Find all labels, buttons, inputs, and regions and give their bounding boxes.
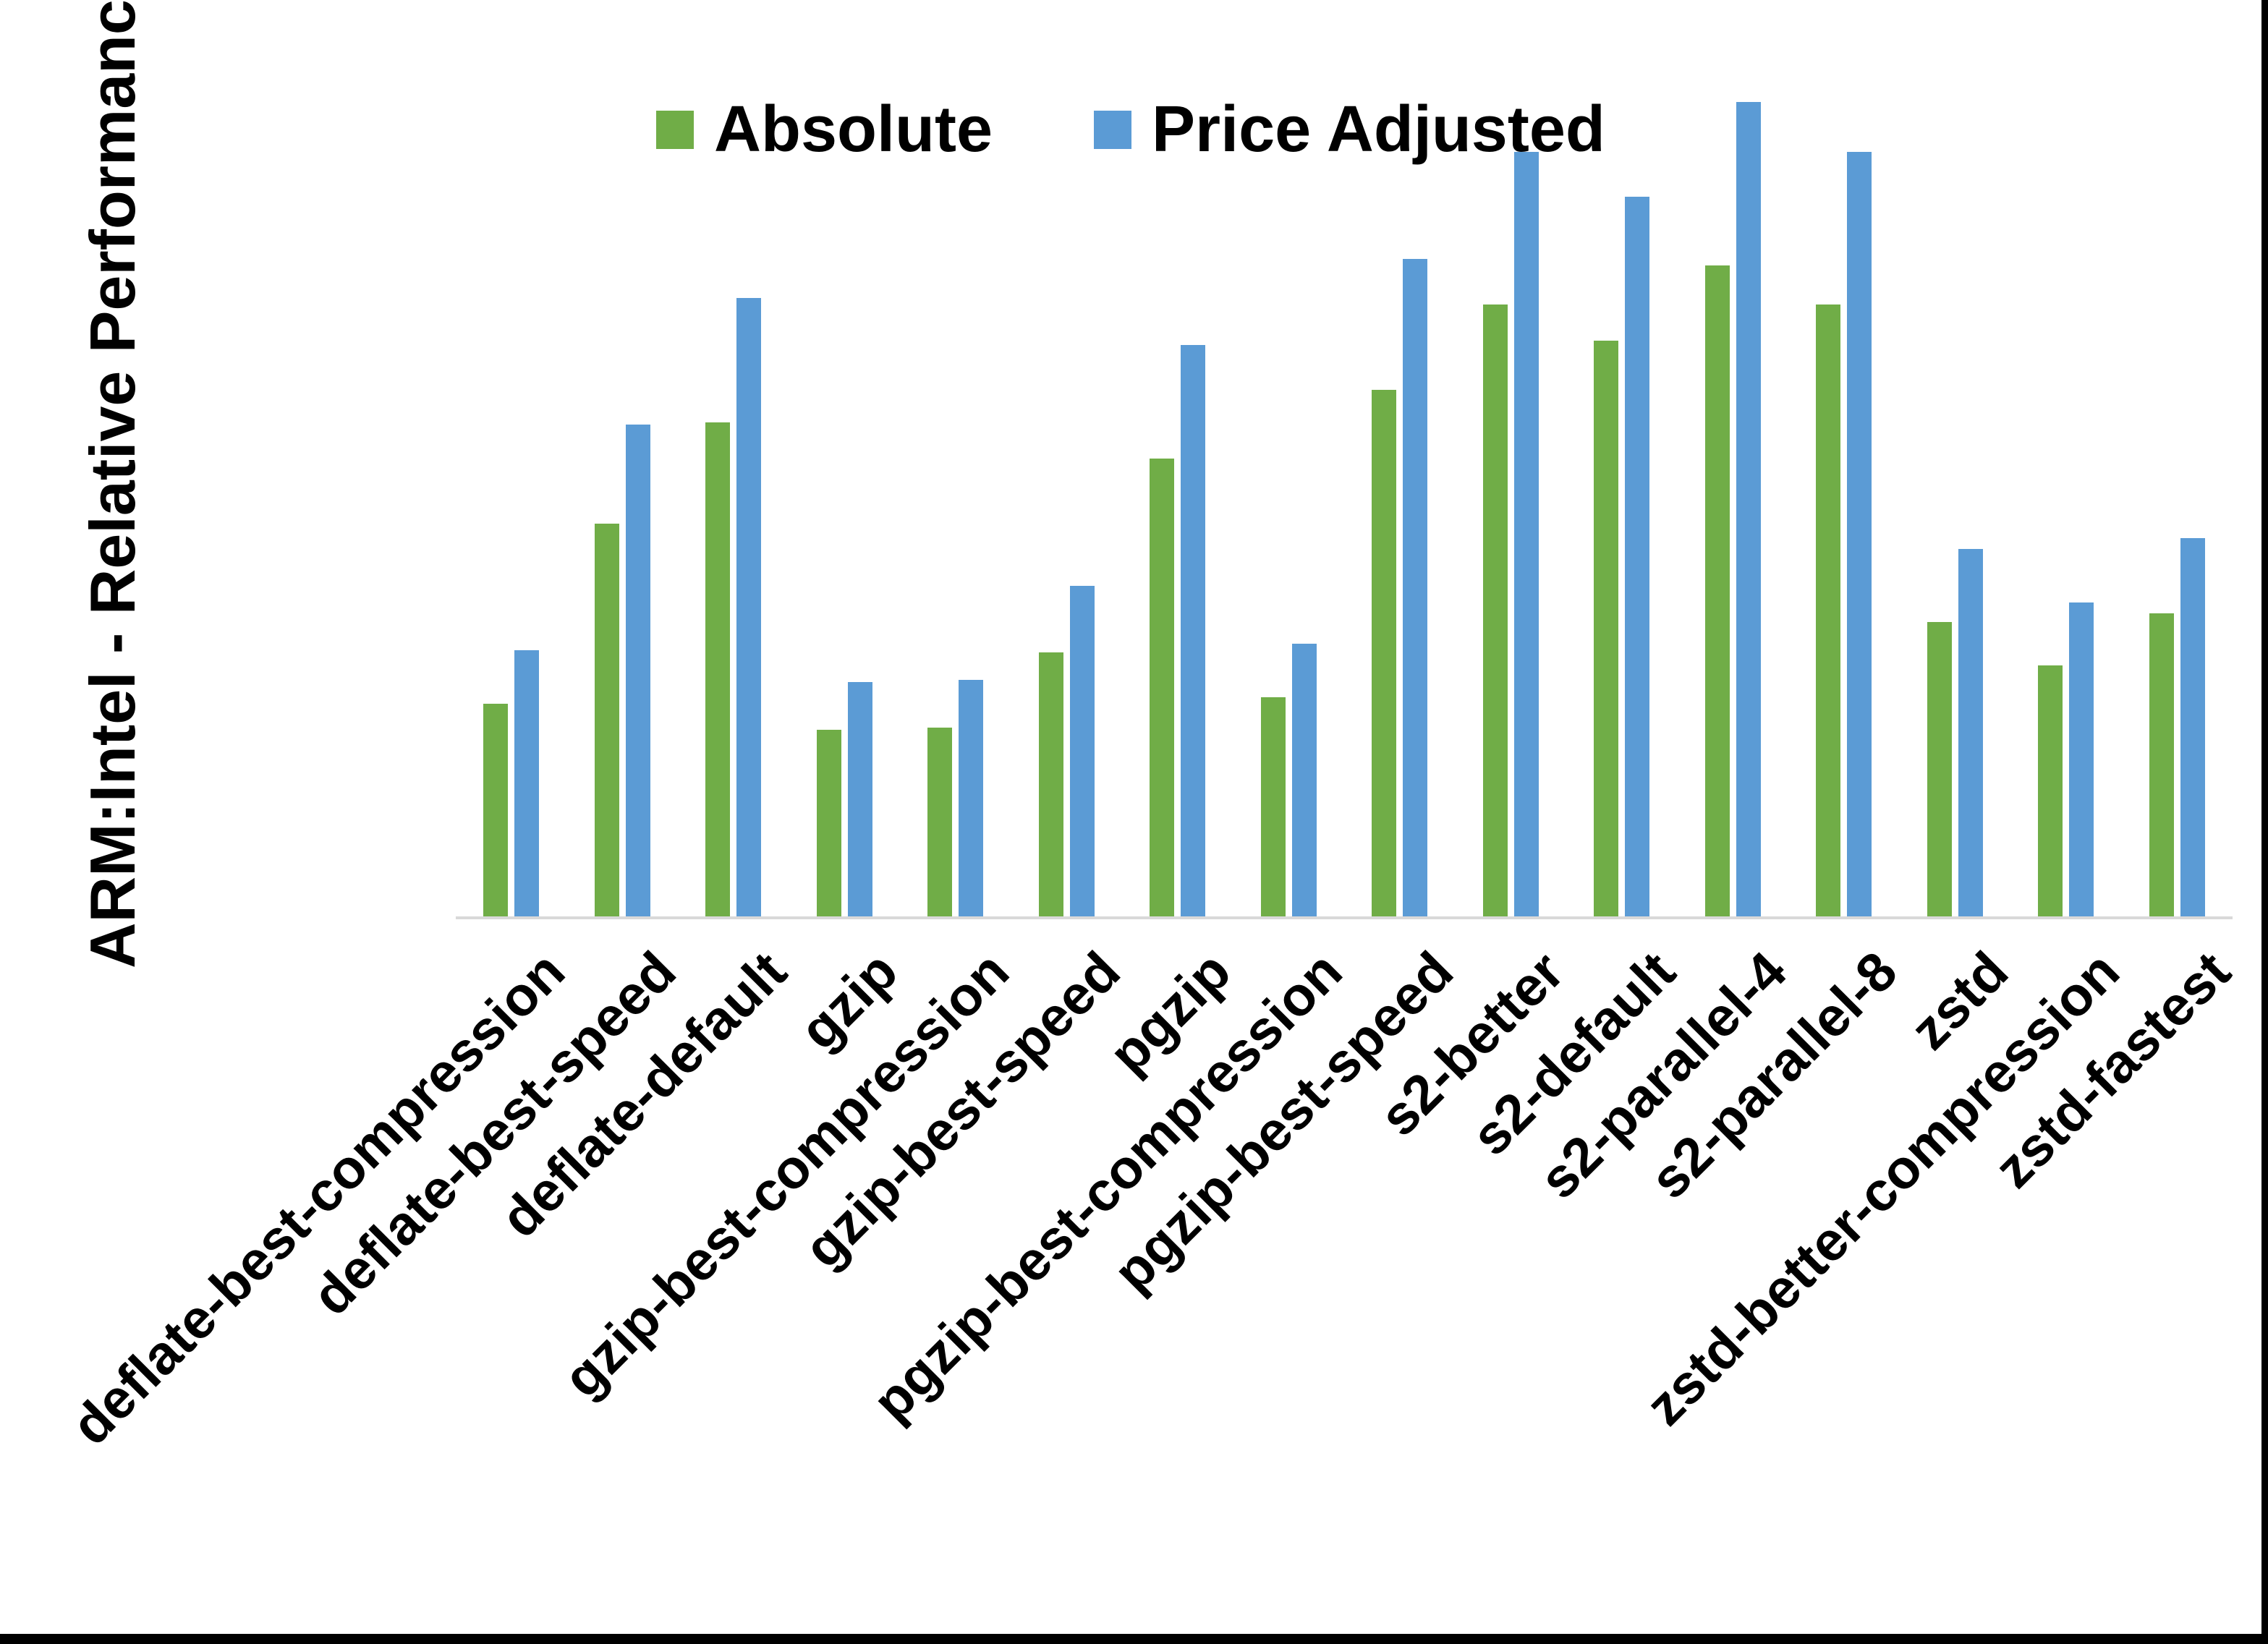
- bar-absolute: [483, 703, 509, 916]
- bar-price-adjusted: [1069, 585, 1095, 916]
- bar-price-adjusted: [2069, 602, 2094, 916]
- bar-absolute: [816, 729, 841, 916]
- bar-group: [1788, 57, 1900, 916]
- bar-price-adjusted: [1847, 151, 1872, 916]
- screen-edge-right: [2261, 0, 2268, 1644]
- bar-group: [2122, 57, 2233, 916]
- bar-price-adjusted: [514, 649, 540, 916]
- bar-price-adjusted: [2180, 538, 2205, 916]
- plot-area: [456, 57, 2233, 919]
- bar-group: [789, 57, 901, 916]
- bar-absolute: [1372, 390, 1397, 916]
- bar-price-adjusted: [1291, 643, 1317, 916]
- bar-price-adjusted: [1958, 549, 1983, 916]
- bar-group: [1456, 57, 1567, 916]
- bar-absolute: [1594, 341, 1619, 916]
- legend-swatch-absolute-icon: [656, 111, 694, 149]
- bar-price-adjusted: [736, 297, 762, 916]
- y-axis-title: ARM:Intel - Relative Performance: [77, 0, 148, 968]
- bar-absolute: [1704, 265, 1730, 916]
- bar-group: [456, 57, 567, 916]
- bar-price-adjusted: [847, 682, 872, 916]
- bar-price-adjusted: [625, 424, 650, 916]
- bar-group: [1344, 57, 1456, 916]
- bar-absolute: [1927, 622, 1952, 916]
- bar-price-adjusted: [1625, 197, 1650, 916]
- bar-absolute: [1482, 304, 1508, 916]
- bar-absolute: [594, 523, 619, 916]
- bar-group: [567, 57, 679, 916]
- bar-absolute: [2149, 613, 2174, 916]
- legend-swatch-price-adjusted-icon: [1094, 111, 1132, 149]
- bar-group: [1900, 57, 2011, 916]
- bar-price-adjusted: [1403, 259, 1428, 916]
- bar-group: [1122, 57, 1233, 916]
- screen-edge-bottom: [0, 1634, 2268, 1644]
- bar-absolute: [927, 727, 953, 916]
- bar-group: [2010, 57, 2122, 916]
- bar-group: [1233, 57, 1345, 916]
- bar-absolute: [1038, 652, 1063, 916]
- bar-group: [1566, 57, 1678, 916]
- bar-absolute: [1150, 459, 1175, 916]
- bar-price-adjusted: [959, 680, 984, 916]
- bar-price-adjusted: [1736, 102, 1761, 916]
- legend-item-absolute: Absolute: [656, 93, 993, 167]
- bar-absolute: [705, 422, 731, 916]
- bar-absolute: [1260, 697, 1286, 916]
- bar-absolute: [2038, 665, 2063, 916]
- bar-group: [678, 57, 789, 916]
- legend-label-absolute: Absolute: [714, 93, 993, 166]
- bar-group: [1678, 57, 1789, 916]
- bar-absolute: [1816, 304, 1841, 916]
- bar-group: [1011, 57, 1123, 916]
- bar-price-adjusted: [1181, 344, 1206, 916]
- bar-price-adjusted: [1513, 151, 1539, 916]
- bar-group: [900, 57, 1011, 916]
